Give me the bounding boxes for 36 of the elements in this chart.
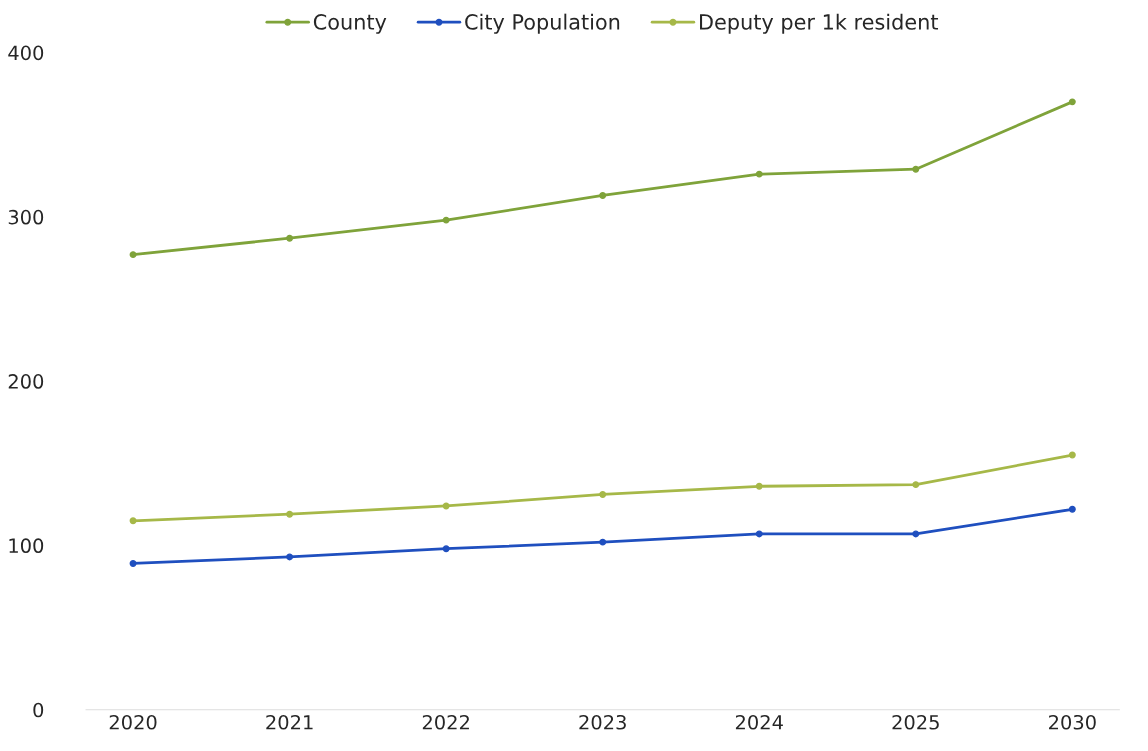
point [1068, 451, 1076, 459]
legend-label: Deputy per 1k resident [700, 13, 939, 34]
x-tick-label: 2020 [109, 714, 157, 730]
y-tick-label: 400 [8, 45, 44, 61]
x-tick-label: 2022 [422, 714, 469, 730]
point [912, 165, 920, 173]
point [442, 216, 450, 224]
y-tick-label: 0 [33, 702, 44, 718]
y-tick-label: 100 [9, 538, 44, 554]
x-tick-label: 2030 [1049, 714, 1096, 730]
y-tick-label: 200 [8, 374, 44, 389]
legend-label: County [313, 14, 387, 34]
x-tick-label: 2024 [735, 714, 783, 730]
point [755, 170, 763, 178]
x-tick-label: 2025 [892, 714, 939, 730]
point [286, 234, 294, 242]
point [129, 560, 137, 567]
point [286, 553, 294, 561]
point [129, 251, 137, 259]
point [599, 192, 607, 199]
point [599, 491, 607, 498]
point [912, 530, 920, 538]
point [912, 481, 920, 489]
point [755, 530, 763, 538]
x-tick-label: 2023 [579, 714, 626, 730]
point [599, 538, 607, 546]
point [442, 502, 450, 510]
y-tick-label: 300 [8, 209, 44, 225]
x-tick-label: 2021 [266, 714, 313, 730]
legend-label: City Population [465, 13, 620, 34]
point [286, 510, 294, 518]
point [1068, 505, 1076, 513]
point [129, 517, 137, 525]
point [755, 482, 763, 490]
point [442, 545, 450, 553]
point [1068, 98, 1076, 106]
